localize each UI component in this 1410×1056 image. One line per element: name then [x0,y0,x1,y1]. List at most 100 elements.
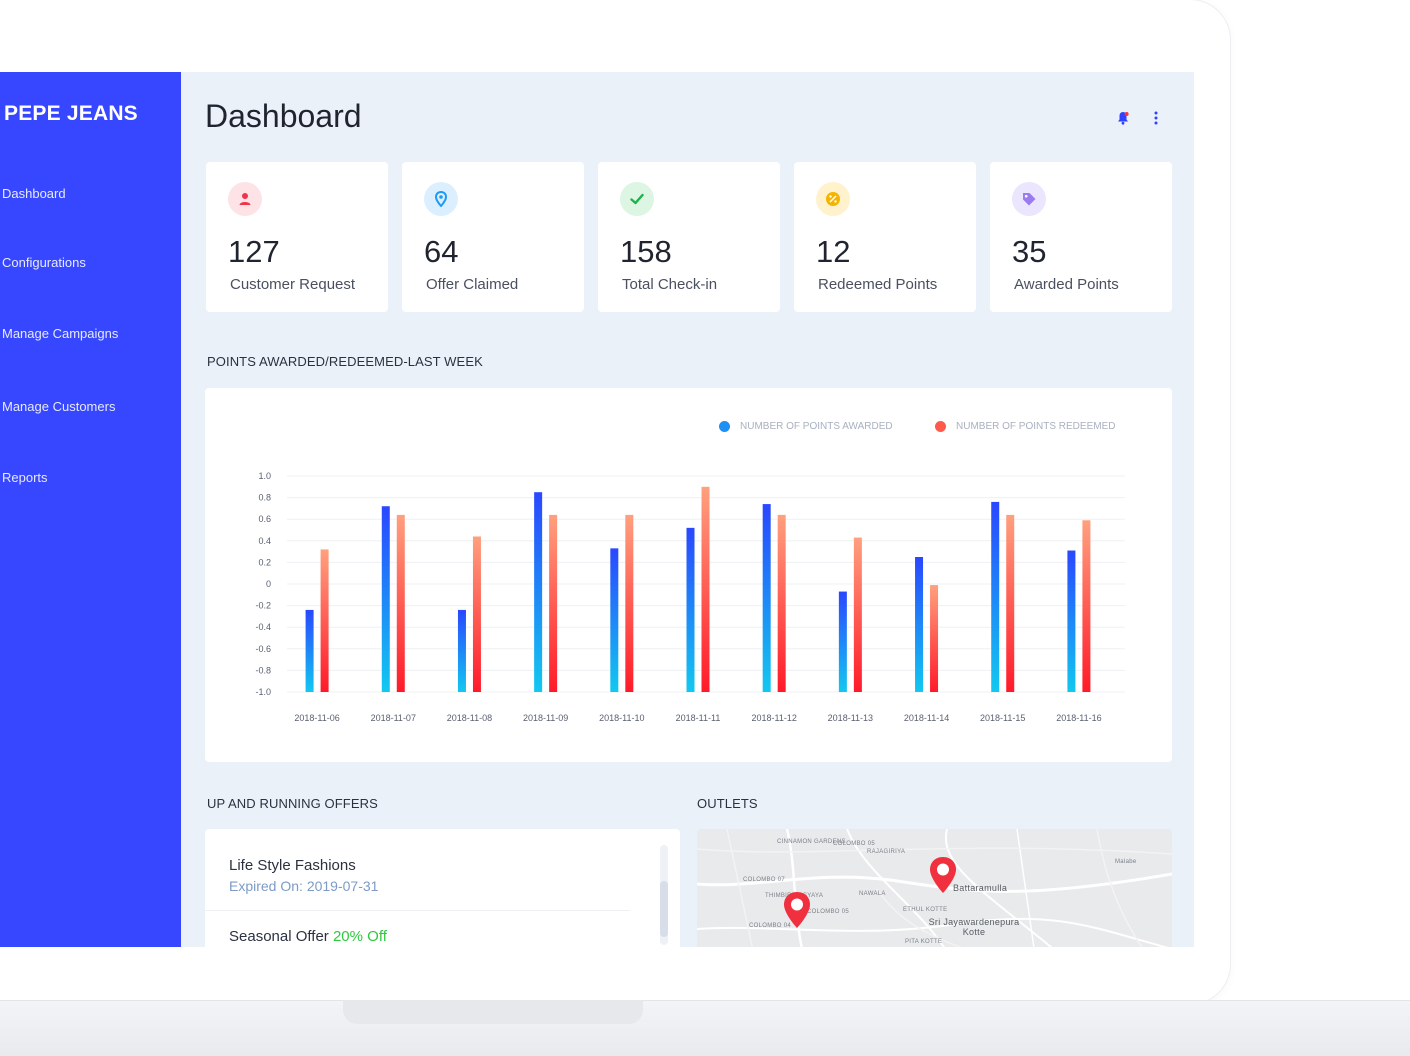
y-tick-label: 0 [266,579,271,589]
bell-icon[interactable] [1115,110,1131,126]
bar-awarded[interactable] [838,591,847,692]
stat-card-redeemed-points: 12 Redeemed Points [794,162,976,312]
percent-coin-icon [816,182,850,216]
offer-item-seasonal[interactable]: Seasonal Offer 20% Off [229,928,387,945]
bar-redeemed[interactable] [777,514,786,692]
sidebar-item-manage-campaigns[interactable]: Manage Campaigns [2,326,119,341]
legend-item-awarded[interactable]: NUMBER OF POINTS AWARDED [719,421,893,432]
y-tick-label: -0.4 [255,622,271,632]
legend-dot [719,421,730,432]
stat-label: Customer Request [230,276,356,293]
legend-label: NUMBER OF POINTS AWARDED [740,421,893,432]
x-tick-label: 2018-11-10 [599,713,644,723]
map-label: COLOMBO 04 [749,923,792,929]
y-tick-label: -0.8 [255,665,271,675]
bar-chart: 1.0 0.8 0.6 0.4 0.2 0 -0.2 -0.4 -0.6 -0.8 -1.0 2018… [255,471,1125,723]
sidebar-item-configurations[interactable]: Configurations [2,255,86,270]
y-tick-label: 0.2 [258,557,271,567]
stat-value: 12 [816,234,851,269]
bar-redeemed[interactable] [1082,520,1091,692]
offers-section-title: UP AND RUNNING OFFERS [207,796,378,811]
map-label: NAWALA [859,891,886,897]
page-title: Dashboard [205,98,362,134]
y-tick-label: 0.8 [258,493,271,503]
y-tick-label: 0.4 [258,536,271,546]
bar-awarded[interactable] [1067,550,1076,692]
offers-scrollbar[interactable] [660,845,668,945]
bar-awarded[interactable] [305,609,314,692]
map-label: Sri Jayawardenepura Kotte [928,917,1020,937]
bar-awarded[interactable] [610,548,619,692]
x-tick-label: 2018-11-13 [828,713,873,723]
bar-awarded[interactable] [991,501,1000,692]
bar-redeemed[interactable] [1006,514,1015,692]
main-content: Dashboard 127 Customer Request [181,72,1194,947]
x-tick-label: 2018-11-08 [447,713,492,723]
map-marker-icon[interactable] [927,855,959,895]
offer-expiry: Expired On: 2019-07-31 [229,878,379,894]
sidebar-item-manage-customers[interactable]: Manage Customers [2,399,116,414]
x-tick-label: 2018-11-14 [904,713,949,723]
x-tick-label: 2018-11-09 [523,713,568,723]
offer-item-life-style[interactable]: Life Style Fashions Expired On: 2019-07-… [229,857,378,894]
device-notch [343,1000,643,1024]
map-label: ETHUL KOTTE [903,907,948,913]
stat-card-offer-claimed: 64 Offer Claimed [402,162,584,312]
sidebar-item-dashboard[interactable]: Dashboard [2,186,66,201]
bar-awarded[interactable] [915,557,924,692]
y-tick-label: -0.6 [255,644,271,654]
x-tick-label: 2018-11-16 [1056,713,1101,723]
offer-name: Life Style Fashions [229,857,356,874]
map-label: COLOMBO 05 [807,909,850,915]
offers-list: Life Style Fashions Expired On: 2019-07-… [205,829,680,947]
bar-awarded[interactable] [686,527,695,692]
bar-redeemed[interactable] [320,549,329,692]
outlets-section-title: OUTLETS [697,796,758,811]
legend-item-redeemed[interactable]: NUMBER OF POINTS REDEEMED [935,421,1115,432]
offer-name: Seasonal Offer [229,928,329,945]
bar-awarded[interactable] [457,609,466,692]
bar-awarded[interactable] [381,506,390,692]
bar-redeemed[interactable] [930,585,939,692]
map-label: Battaramulla [953,883,1008,893]
bar-redeemed[interactable] [396,514,405,692]
y-tick-label: 0.6 [258,514,271,524]
user-icon [228,182,262,216]
stat-value: 64 [424,234,459,269]
map-label: CINNAMON GARDENS [777,839,846,845]
map-label: COLOMBO 05 [833,841,876,847]
legend-label: NUMBER OF POINTS REDEEMED [956,421,1116,432]
stat-card-awarded-points: 35 Awarded Points [990,162,1172,312]
more-vertical-icon[interactable] [1148,110,1164,126]
map-label: COLOMBO 07 [743,877,786,883]
stat-label: Total Check-in [622,276,718,293]
sidebar: PEPE JEANS Dashboard Configurations Mana… [0,72,181,947]
sidebar-item-reports[interactable]: Reports [2,470,48,485]
offer-highlight: 20% Off [332,928,387,945]
bar-redeemed[interactable] [549,514,558,692]
stat-label: Redeemed Points [818,276,938,293]
bar-redeemed[interactable] [472,536,481,692]
location-icon [424,182,458,216]
map-marker-icon[interactable] [781,890,813,930]
x-tick-label: 2018-11-15 [980,713,1025,723]
map-label: PITA KOTTE [905,939,943,945]
bar-redeemed[interactable] [701,486,710,692]
check-icon [620,182,654,216]
chart-section-title: POINTS AWARDED/REDEEMED-LAST WEEK [207,354,483,369]
y-tick-label: -0.2 [255,601,271,611]
divider [205,910,630,911]
bar-awarded[interactable] [534,492,543,692]
map-label: RAJAGIRIYA [867,849,906,855]
outlets-map[interactable]: CINNAMON GARDENS COLOMBO 05 RAJAGIRIYA C… [697,829,1172,947]
bar-redeemed[interactable] [853,537,862,692]
x-tick-label: 2018-11-12 [751,713,796,723]
bar-redeemed[interactable] [625,514,634,692]
chart-panel: NUMBER OF POINTS AWARDED NUMBER OF POINT… [205,388,1172,762]
screen: PEPE JEANS Dashboard Configurations Mana… [0,72,1194,947]
bar-awarded[interactable] [762,504,771,692]
scroll-thumb[interactable] [660,881,668,937]
stat-value: 35 [1012,234,1047,269]
stat-value: 158 [620,234,672,269]
stat-value: 127 [228,234,280,269]
